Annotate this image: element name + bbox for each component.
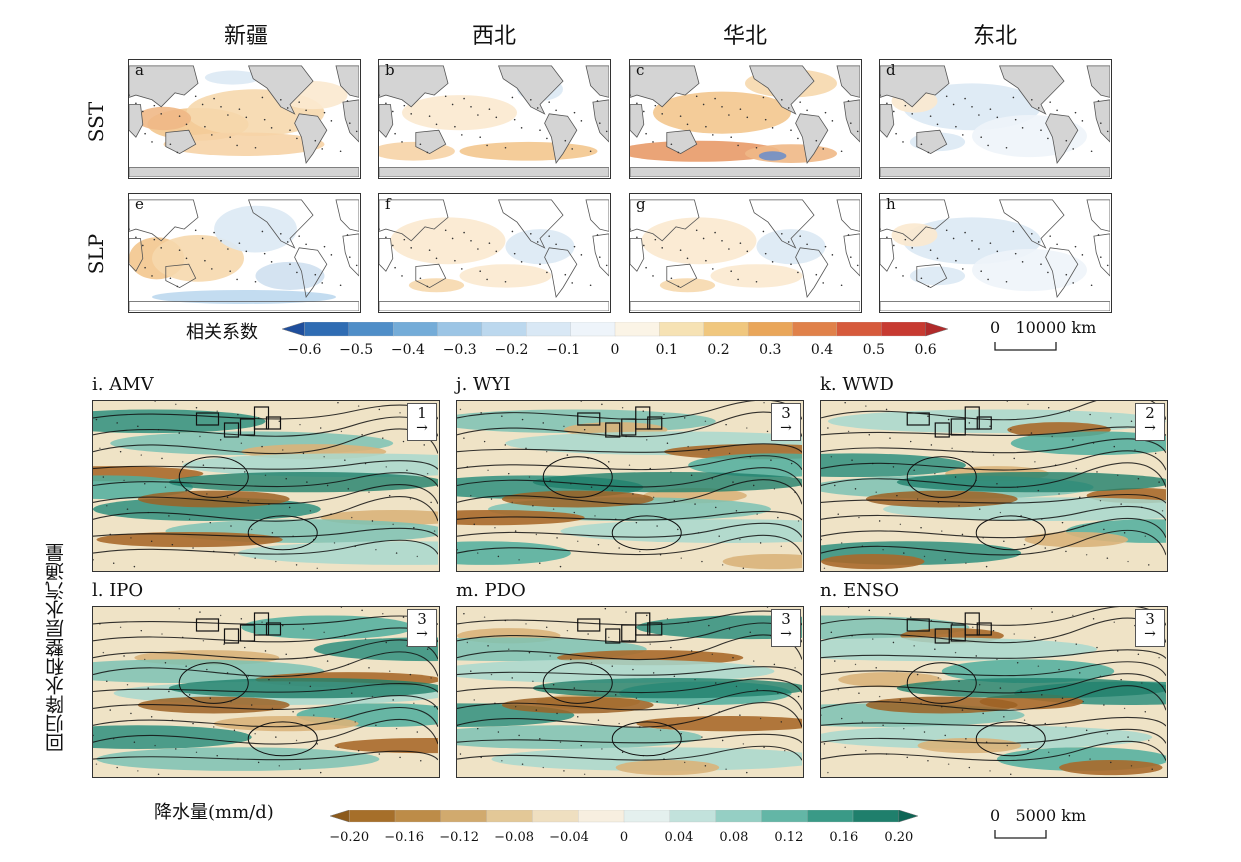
- bottom-scale-label: 0 5000 km: [990, 806, 1087, 825]
- bottom-colorbar-tick: 0.04: [664, 830, 694, 845]
- top-colorbar-title: 相关系数: [186, 322, 258, 343]
- bottom-colorbar-tick: 0.20: [884, 830, 914, 845]
- bottom-colorbar-tick: −0.04: [549, 830, 589, 845]
- map-panel-b: b: [378, 59, 611, 179]
- top-colorbar-tick: −0.1: [546, 342, 581, 358]
- panel-title: m. PDO: [456, 580, 526, 601]
- top-colorbar-tick: −0.5: [339, 342, 374, 358]
- top-colorbar-tick: 0.5: [862, 342, 885, 358]
- reference-vector-box: 3 →: [407, 609, 437, 647]
- map-panel-f: f: [378, 193, 611, 313]
- bottom-colorbar-tick: 0.12: [774, 830, 804, 845]
- bottom-colorbar-tick: −0.16: [384, 830, 425, 845]
- top-colorbar-tick: −0.2: [494, 342, 529, 358]
- top-colorbar-tick: −0.4: [390, 342, 425, 358]
- panel-letter: h: [886, 195, 896, 213]
- regression-map-panel: 3 →: [456, 606, 804, 778]
- row-label-sst: SST: [84, 101, 108, 143]
- reference-vector-box: 3 →: [1135, 609, 1165, 647]
- panel-title: l. IPO: [92, 580, 144, 601]
- panel-title: n. ENSO: [820, 580, 900, 601]
- map-panel-h: h: [879, 193, 1112, 313]
- panel-letter: c: [636, 61, 645, 79]
- bottom-colorbar-title: 降水量(mm/d): [154, 802, 274, 823]
- top-colorbar-tick: 0.1: [655, 342, 678, 358]
- bottom-colorbar-tick: −0.12: [439, 830, 480, 845]
- top-colorbar-tick: 0.2: [707, 342, 730, 358]
- reference-arrow-icon: →: [1144, 626, 1156, 642]
- reference-vector-box: 1 →: [407, 403, 437, 441]
- regression-map-panel: 3 →: [820, 606, 1168, 778]
- row-label-slp: SLP: [84, 233, 108, 275]
- top-colorbar-tick: 0: [610, 342, 620, 358]
- regression-map-panel: 3 →: [456, 400, 804, 572]
- reference-arrow-icon: →: [780, 626, 792, 642]
- panel-title: k. WWD: [820, 374, 894, 395]
- bottom-colorbar-tick: −0.08: [494, 830, 534, 845]
- reference-vector-value: 3: [417, 610, 427, 628]
- panel-letter: d: [886, 61, 896, 79]
- top-scale-bar: [994, 342, 1057, 351]
- bottom-colorbar-tick: 0: [619, 830, 629, 845]
- reference-vector-value: 1: [417, 404, 427, 422]
- top-colorbar-tick: 0.6: [914, 342, 937, 358]
- bottom-vertical-label: 回归降水和整层水汽通量: [45, 543, 67, 752]
- bottom-colorbar: [330, 810, 918, 823]
- panel-letter: a: [135, 61, 144, 79]
- bottom-colorbar-tick: −0.20: [329, 830, 370, 845]
- map-panel-c: c: [629, 59, 862, 179]
- top-colorbar-tick: −0.3: [442, 342, 477, 358]
- reference-arrow-icon: →: [416, 626, 428, 642]
- bottom-scale-bar: [994, 830, 1047, 839]
- panel-letter: g: [636, 195, 646, 213]
- map-panel-e: e: [128, 193, 361, 313]
- reference-arrow-icon: →: [780, 420, 792, 436]
- reference-arrow-icon: →: [1144, 420, 1156, 436]
- reference-vector-box: 3 →: [771, 609, 801, 647]
- panel-letter: e: [135, 195, 144, 213]
- reference-vector-value: 3: [781, 610, 791, 628]
- reference-arrow-icon: →: [416, 420, 428, 436]
- bottom-colorbar-tick: 0.08: [719, 830, 749, 845]
- top-colorbar-tick: 0.4: [810, 342, 834, 358]
- panel-title: i. AMV: [92, 374, 154, 395]
- regression-map-panel: 2 →: [820, 400, 1168, 572]
- reference-vector-box: 3 →: [771, 403, 801, 441]
- regression-map-panel: 3 →: [92, 606, 440, 778]
- map-panel-g: g: [629, 193, 862, 313]
- column-title-northwest: 西北: [471, 24, 516, 49]
- panel-title: j. WYI: [456, 374, 511, 395]
- bottom-colorbar-tick: 0.16: [829, 830, 859, 845]
- reference-vector-value: 3: [781, 404, 791, 422]
- top-scale-label: 0 10000 km: [990, 318, 1097, 337]
- column-title-xinjiang: 新疆: [223, 24, 268, 49]
- panel-letter: f: [385, 195, 391, 213]
- reference-vector-value: 3: [1145, 610, 1155, 628]
- top-colorbar-tick: 0.3: [759, 342, 782, 358]
- map-panel-a: a: [128, 59, 361, 179]
- map-panel-d: d: [879, 59, 1112, 179]
- top-colorbar-tick: −0.6: [287, 342, 322, 358]
- column-title-northchina: 华北: [722, 24, 767, 49]
- column-title-northeast: 东北: [972, 24, 1017, 49]
- reference-vector-box: 2 →: [1135, 403, 1165, 441]
- regression-map-panel: 1 →: [92, 400, 440, 572]
- top-colorbar: [282, 322, 948, 337]
- panel-letter: b: [385, 61, 395, 79]
- reference-vector-value: 2: [1145, 404, 1155, 422]
